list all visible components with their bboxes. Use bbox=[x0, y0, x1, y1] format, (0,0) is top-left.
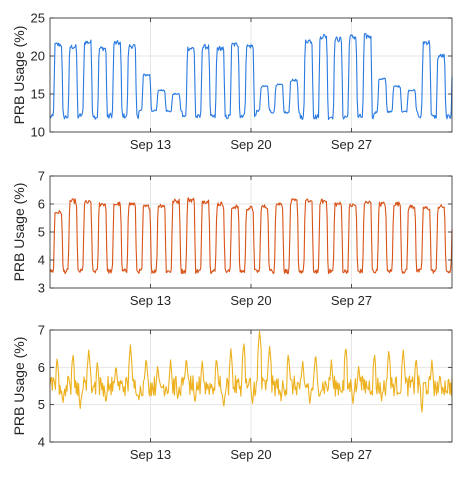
y-tick-label: 20 bbox=[31, 49, 45, 64]
y-tick-label: 25 bbox=[31, 11, 45, 26]
y-tick-label: 5 bbox=[38, 225, 45, 240]
x-tick-label: Sep 27 bbox=[331, 137, 372, 152]
y-tick-label: 7 bbox=[38, 323, 45, 338]
series-line bbox=[49, 33, 453, 121]
y-tick-label: 6 bbox=[38, 360, 45, 375]
series-line bbox=[49, 330, 453, 413]
y-axis-label: PRB Usage (%) bbox=[11, 337, 27, 436]
x-tick-label: Sep 27 bbox=[331, 447, 372, 462]
y-tick-label: 6 bbox=[38, 197, 45, 212]
y-tick-label: 10 bbox=[31, 125, 45, 140]
y-tick-label: 5 bbox=[38, 397, 45, 412]
y-tick-label: 7 bbox=[38, 169, 45, 184]
x-tick-label: Sep 20 bbox=[230, 293, 271, 308]
y-tick-label: 4 bbox=[38, 253, 45, 268]
chart-upper: 10 15 20 25 Sep 13 Sep 20 Sep 27 PRB Usage (%) bbox=[11, 11, 453, 152]
series-line bbox=[49, 197, 453, 275]
chart-lower: 4 5 6 7 Sep 13 Sep 20 Sep 27 PRB Usage (%) bbox=[11, 323, 453, 462]
chart-middle: 3 4 5 6 7 Sep 13 Sep 20 Sep 27 PRB Usage (%) bbox=[11, 169, 453, 308]
y-axis-label: PRB Usage (%) bbox=[11, 26, 27, 125]
x-tick-label: Sep 27 bbox=[331, 293, 372, 308]
x-tick-label: Sep 13 bbox=[130, 293, 171, 308]
y-axis-label: PRB Usage (%) bbox=[11, 183, 27, 282]
y-tick-label: 3 bbox=[38, 281, 45, 296]
x-tick-label: Sep 20 bbox=[230, 447, 271, 462]
y-tick-label: 15 bbox=[31, 87, 45, 102]
x-tick-label: Sep 13 bbox=[130, 137, 171, 152]
x-tick-label: Sep 13 bbox=[130, 447, 171, 462]
x-tick-label: Sep 20 bbox=[230, 137, 271, 152]
y-tick-label: 4 bbox=[38, 435, 45, 450]
